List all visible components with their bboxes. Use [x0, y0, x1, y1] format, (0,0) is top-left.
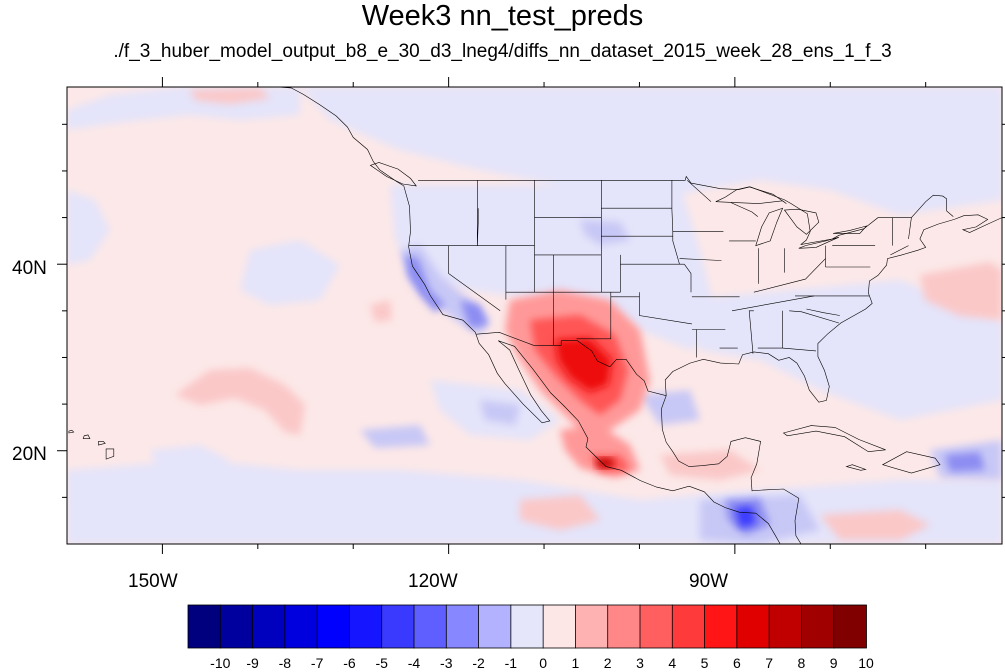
colorbar-bin: [445, 604, 480, 649]
lake-ontario: [833, 225, 868, 234]
vancouver-island: [369, 162, 417, 187]
canada-pacific-coastline: [276, 87, 404, 187]
state-border: [679, 258, 722, 261]
state-border: [806, 308, 840, 316]
x-tick-label-150w: 150W: [128, 571, 178, 592]
colorbar-bin: [510, 604, 545, 649]
colorbar-tick-label: -2: [472, 655, 485, 671]
lake-huron: [783, 208, 820, 235]
lake-michigan: [755, 207, 784, 247]
colorbar-tick-label: -4: [407, 655, 421, 671]
state-border: [684, 264, 692, 293]
colorbar-tick-label: -5: [375, 655, 388, 671]
colorbar-tick-label: 0: [539, 655, 548, 671]
colorbar-tick-label: 1: [571, 655, 580, 671]
colorbar-bin: [478, 604, 512, 649]
colorbar-bin: [801, 604, 835, 649]
colorbar-tick-label: -6: [343, 655, 356, 671]
hawaii-oahu: [82, 434, 91, 439]
jamaica: [845, 464, 867, 471]
colorbar-bin: [639, 604, 674, 649]
lake-erie: [798, 236, 840, 249]
colorbar-tick-label: 4: [668, 655, 677, 671]
plot-title: Week3 nn_test_preds: [361, 0, 644, 32]
colorbar-bin: [187, 604, 222, 649]
colorbar-tick-label: 2: [603, 655, 612, 671]
colorbar-bin: [219, 604, 254, 649]
pacific-coastline: [403, 185, 781, 544]
state-border: [576, 292, 612, 340]
colorbar-bin: [671, 604, 706, 649]
colorbar-tick-label: -7: [310, 655, 324, 671]
colorbar-tick-label: -10: [210, 655, 231, 671]
anomaly-field: [67, 87, 1002, 544]
colorbar-bin: [413, 604, 448, 649]
colorbar-tick-label: 6: [732, 655, 741, 671]
state-border: [908, 217, 912, 240]
coastlines-and-borders: [68, 87, 1002, 544]
state-border: [477, 208, 479, 246]
atlantic-gulf-coastline: [661, 214, 1002, 544]
state-border: [753, 258, 826, 293]
hawaii-big-island: [105, 448, 115, 460]
state-border: [686, 180, 712, 202]
state-border: [789, 310, 839, 324]
colorbar: [187, 604, 867, 649]
colorbar-tick-label: 3: [636, 655, 644, 671]
colorbar-bin: [381, 604, 415, 649]
alaska-coast: [276, 87, 277, 88]
lake-superior: [715, 186, 787, 204]
state-border: [782, 347, 817, 352]
state-border: [748, 310, 754, 354]
map-frame: [66, 86, 1003, 545]
colorbar-bin: [833, 604, 867, 649]
y-tick-label-40n: 40N: [12, 258, 47, 279]
plot-subtitle: ./f_3_huber_model_output_b8_e_30_d3_lneg…: [113, 41, 892, 62]
state-border: [639, 296, 692, 325]
colorbar-bin: [768, 604, 803, 649]
colorbar-tick-label: 9: [829, 655, 838, 671]
state-border: [448, 245, 501, 312]
x-tick-label-90w: 90W: [689, 571, 729, 592]
state-border: [730, 202, 758, 217]
colorbar-tick-label: 10: [858, 655, 874, 671]
cuba: [782, 425, 886, 453]
colorbar-tick-label: 8: [797, 655, 806, 671]
colorbar-bin: [284, 604, 319, 649]
colorbar-tick-label: -3: [440, 655, 453, 671]
colorbar-bin: [704, 604, 738, 649]
colorbar-bin: [575, 604, 609, 649]
x-tick-label-120w: 120W: [408, 571, 458, 592]
colorbar-tick-label: 7: [765, 655, 774, 671]
us-canada-border: [418, 175, 954, 245]
colorbar-tick-label: 5: [700, 655, 709, 671]
colorbar-tick-label: -8: [278, 655, 292, 671]
colorbar-tick-label: -9: [246, 655, 259, 671]
colorbar-bin: [349, 604, 383, 649]
y-tick-label-20n: 20N: [12, 444, 47, 465]
hispaniola: [881, 451, 941, 474]
colorbar-bin: [736, 604, 771, 649]
colorbar-bin: [316, 604, 351, 649]
colorbar-bin: [607, 604, 641, 649]
state-border: [890, 245, 909, 256]
hawaii-maui: [98, 441, 106, 446]
colorbar-tick-label: -1: [504, 655, 518, 671]
colorbar-bin: [542, 604, 577, 649]
colorbar-bin: [252, 604, 286, 649]
hawaii-kauai: [68, 429, 75, 434]
us-mexico-border: [476, 331, 667, 396]
state-border: [731, 295, 815, 312]
